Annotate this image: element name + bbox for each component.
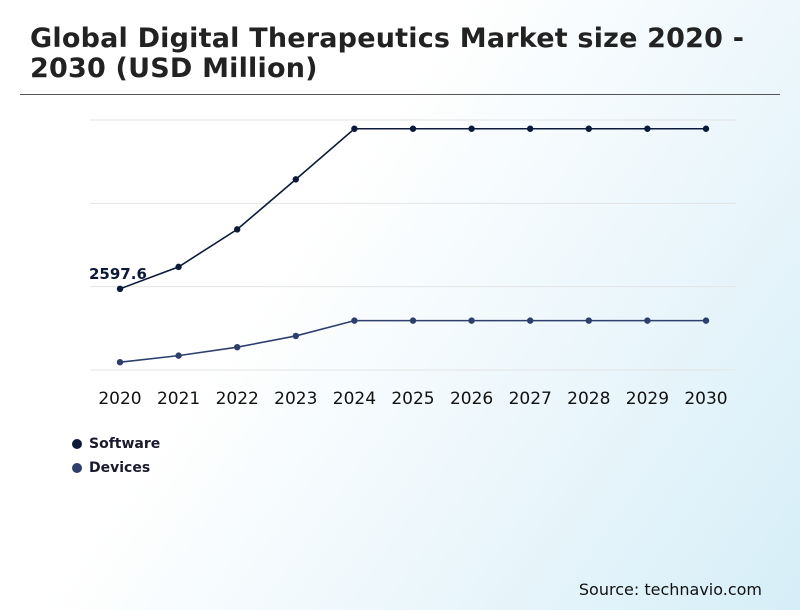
title-divider <box>20 94 780 95</box>
x-tick-label: 2024 <box>333 389 376 409</box>
series-line-software <box>119 127 706 290</box>
series-lines <box>119 127 706 363</box>
legend-label-devices: Devices <box>89 460 151 476</box>
data-point-devices[interactable] <box>175 352 182 359</box>
data-point-software[interactable] <box>644 125 651 132</box>
chart-title: Global Digital Therapeutics Market size … <box>30 23 745 84</box>
data-point-software[interactable] <box>409 125 417 132</box>
legend: Software Devices <box>72 436 160 484</box>
x-tick-label: 2028 <box>567 389 610 409</box>
data-point-devices[interactable] <box>234 343 241 351</box>
legend-marker-software <box>72 439 82 449</box>
source-credit: Source: technavio.com <box>578 580 762 599</box>
data-point-software[interactable] <box>175 263 182 271</box>
data-label: 2597.6 <box>89 265 147 283</box>
legend-item-software[interactable]: Software <box>72 436 160 452</box>
series-line-devices <box>119 319 706 363</box>
data-point-software[interactable] <box>292 176 299 183</box>
data-labels: 2597.6 <box>89 265 147 283</box>
data-point-software[interactable] <box>527 125 534 132</box>
data-point-software[interactable] <box>585 125 592 132</box>
x-tick-label: 2029 <box>626 389 669 409</box>
data-point-devices[interactable] <box>644 317 651 324</box>
gridlines <box>90 119 736 371</box>
data-point-devices[interactable] <box>585 317 592 324</box>
data-point-devices[interactable] <box>702 317 710 324</box>
x-tick-label: 2023 <box>274 389 317 409</box>
data-point-devices[interactable] <box>468 317 475 324</box>
legend-label-software: Software <box>89 436 161 452</box>
data-point-software[interactable] <box>234 226 241 233</box>
x-tick-label: 2025 <box>391 389 434 409</box>
x-tick-label: 2022 <box>216 389 259 409</box>
data-point-devices[interactable] <box>527 317 534 324</box>
x-tick-label: 2027 <box>509 389 552 409</box>
x-tick-label: 2030 <box>684 389 727 409</box>
data-point-software[interactable] <box>468 125 475 132</box>
x-tick-label: 2021 <box>157 389 200 409</box>
data-point-devices[interactable] <box>351 317 358 324</box>
data-point-software[interactable] <box>351 125 358 132</box>
x-tick-label: 2026 <box>450 389 493 409</box>
data-point-software[interactable] <box>116 285 124 293</box>
legend-item-devices[interactable]: Devices <box>72 460 160 476</box>
x-axis-ticks: 2020 2021 2022 2023 2024 2025 2026 2027 2028 2029… <box>98 389 727 409</box>
data-point-devices[interactable] <box>116 358 124 366</box>
data-point-devices[interactable] <box>292 332 299 340</box>
series-points <box>116 125 710 366</box>
data-point-software[interactable] <box>702 125 710 132</box>
data-point-devices[interactable] <box>409 317 417 324</box>
x-tick-label: 2020 <box>98 389 141 409</box>
legend-marker-devices <box>72 463 82 473</box>
